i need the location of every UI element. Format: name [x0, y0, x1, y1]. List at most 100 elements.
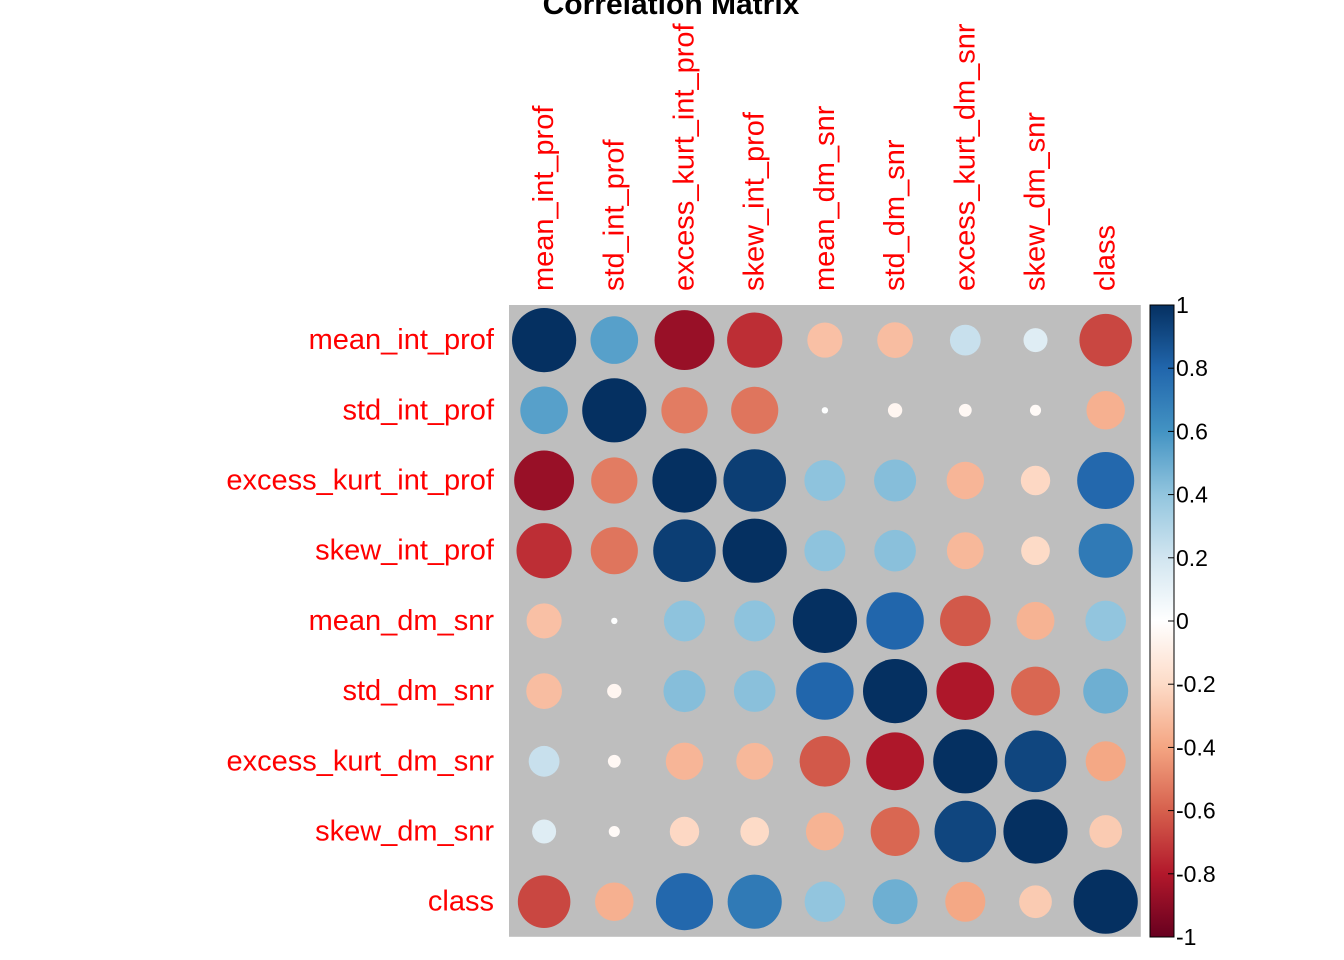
correlation-circles: [511, 308, 1138, 934]
corr-circle-excess_kurt_int_prof-class: [1077, 451, 1135, 510]
column-label: skew_int_prof: [739, 111, 771, 291]
corr-circle-std_dm_snr-excess_kurt_int_prof: [663, 670, 706, 713]
legend-tick-label: 0.6: [1176, 418, 1208, 444]
row-label: std_dm_snr: [342, 675, 494, 707]
column-labels: mean_int_prof std_int_prof excess_kurt_int…: [528, 22, 1122, 291]
row-label: mean_dm_snr: [309, 605, 495, 637]
corr-circle-excess_kurt_dm_snr-skew_dm_snr: [1004, 730, 1067, 793]
column-label: mean_dm_snr: [809, 105, 841, 291]
corr-circle-excess_kurt_int_prof-skew_dm_snr: [1020, 465, 1051, 496]
corr-circle-mean_int_prof-skew_dm_snr: [1023, 328, 1048, 353]
legend-tick-label: -0.2: [1176, 671, 1216, 697]
corr-circle-mean_int_prof-class: [1079, 313, 1132, 367]
corr-circle-std_int_prof-skew_int_prof: [731, 386, 779, 434]
corr-circle-class-std_int_prof: [595, 882, 634, 921]
corr-circle-skew_int_prof-skew_dm_snr: [1021, 536, 1050, 566]
corr-circle-skew_dm_snr-class: [1089, 815, 1123, 848]
corr-circle-excess_kurt_dm_snr-class: [1085, 741, 1126, 782]
corr-circle-mean_int_prof-std_dm_snr: [877, 322, 913, 358]
corr-circle-mean_int_prof-skew_int_prof: [727, 312, 783, 368]
corr-circle-std_int_prof-excess_kurt_dm_snr: [958, 403, 972, 417]
corr-circle-class-skew_dm_snr: [1019, 885, 1052, 919]
corr-circle-excess_kurt_dm_snr-excess_kurt_dm_snr: [933, 729, 998, 794]
corr-circle-excess_kurt_int_prof-excess_kurt_int_prof: [652, 448, 717, 513]
corr-circle-mean_dm_snr-skew_int_prof: [734, 600, 776, 642]
corr-circle-mean_dm_snr-excess_kurt_int_prof: [663, 600, 706, 642]
column-label: excess_kurt_dm_snr: [949, 23, 981, 291]
legend-tick-label: 0.8: [1176, 355, 1208, 381]
row-label: std_int_prof: [342, 394, 494, 426]
row-label: skew_int_prof: [315, 535, 495, 567]
corr-circle-excess_kurt_dm_snr-std_dm_snr: [866, 732, 924, 791]
legend-tick-label: -1: [1176, 924, 1196, 950]
corr-circle-mean_int_prof-std_int_prof: [590, 316, 639, 364]
corr-circle-std_dm_snr-excess_kurt_dm_snr: [936, 662, 995, 720]
corr-circle-class-skew_int_prof: [727, 874, 782, 929]
corr-circle-excess_kurt_int_prof-mean_dm_snr: [804, 459, 846, 502]
corr-circle-mean_int_prof-excess_kurt_dm_snr: [949, 324, 981, 356]
corr-circle-std_dm_snr-std_dm_snr: [863, 659, 928, 724]
color-legend: 1 0.8 0.6 0.4 0.2 0 -0.2 -0.4 -0.6 -0.8 -1: [1149, 292, 1216, 950]
corr-circle-mean_dm_snr-skew_dm_snr: [1016, 601, 1055, 640]
corr-circle-skew_dm_snr-excess_kurt_int_prof: [669, 816, 700, 847]
corr-circle-std_int_prof-excess_kurt_int_prof: [661, 387, 708, 434]
corr-circle-excess_kurt_dm_snr-std_int_prof: [607, 754, 621, 768]
corr-circle-skew_dm_snr-mean_dm_snr: [805, 812, 844, 851]
row-labels: mean_int_prof std_int_prof excess_kurt_int…: [226, 324, 495, 918]
corr-circle-excess_kurt_dm_snr-mean_dm_snr: [799, 736, 851, 787]
corr-circle-mean_int_prof-excess_kurt_int_prof: [654, 310, 715, 371]
corr-circle-skew_dm_snr-mean_int_prof: [532, 819, 557, 844]
row-label: class: [428, 886, 494, 918]
corr-circle-skew_int_prof-class: [1078, 523, 1133, 578]
row-label: skew_dm_snr: [315, 816, 494, 848]
corr-circle-skew_int_prof-std_dm_snr: [874, 529, 916, 572]
corr-circle-std_int_prof-std_dm_snr: [887, 403, 903, 418]
legend-tick-label: 1: [1176, 292, 1189, 318]
corr-circle-class-excess_kurt_int_prof: [655, 873, 714, 931]
corr-circle-skew_dm_snr-excess_kurt_dm_snr: [934, 800, 997, 863]
corr-circle-skew_int_prof-skew_int_prof: [722, 518, 787, 583]
legend-tick-label: -0.8: [1176, 861, 1216, 887]
corr-circle-std_dm_snr-class: [1083, 668, 1129, 714]
corr-circle-std_dm_snr-mean_dm_snr: [796, 662, 854, 720]
column-label: std_dm_snr: [879, 139, 911, 291]
legend-tick-label: 0.2: [1176, 545, 1208, 571]
column-label: excess_kurt_int_prof: [669, 22, 701, 291]
corr-circle-std_dm_snr-skew_dm_snr: [1011, 666, 1060, 716]
legend-ticks: 1 0.8 0.6 0.4 0.2 0 -0.2 -0.4 -0.6 -0.8 -1: [1168, 292, 1216, 950]
row-label: mean_int_prof: [309, 324, 495, 356]
corr-circle-skew_int_prof-excess_kurt_dm_snr: [946, 532, 984, 570]
corr-circle-class-mean_dm_snr: [804, 881, 846, 923]
corr-circle-std_int_prof-mean_dm_snr: [821, 407, 829, 414]
corr-circle-skew_dm_snr-skew_dm_snr: [1003, 799, 1068, 864]
corr-circle-std_dm_snr-std_int_prof: [607, 683, 622, 699]
corr-circle-class-excess_kurt_dm_snr: [945, 881, 986, 922]
row-label: excess_kurt_dm_snr: [226, 745, 494, 777]
corr-circle-excess_kurt_int_prof-excess_kurt_dm_snr: [946, 461, 985, 500]
legend-tick-label: -0.4: [1176, 734, 1216, 760]
chart-title: Correlation Matrix: [543, 0, 800, 21]
corr-circle-std_int_prof-skew_dm_snr: [1029, 404, 1042, 416]
corr-circle-class-std_dm_snr: [872, 879, 918, 925]
corr-circle-std_dm_snr-skew_int_prof: [733, 670, 776, 712]
corr-circle-std_int_prof-mean_int_prof: [520, 386, 568, 435]
corr-circle-skew_dm_snr-skew_int_prof: [740, 817, 770, 846]
column-label: mean_int_prof: [528, 105, 560, 291]
corr-circle-skew_int_prof-std_int_prof: [590, 527, 638, 575]
corr-circle-mean_dm_snr-class: [1085, 600, 1127, 642]
corr-circle-skew_int_prof-mean_dm_snr: [804, 530, 846, 572]
legend-tick-label: 0: [1176, 608, 1189, 634]
corr-circle-class-mean_int_prof: [517, 875, 571, 928]
corr-circle-mean_int_prof-mean_int_prof: [511, 308, 577, 373]
corr-circle-mean_dm_snr-std_dm_snr: [866, 592, 924, 650]
corr-circle-excess_kurt_int_prof-std_int_prof: [591, 457, 638, 504]
row-label: excess_kurt_int_prof: [226, 465, 495, 497]
corr-circle-skew_dm_snr-std_dm_snr: [870, 807, 920, 856]
corr-circle-std_int_prof-class: [1086, 391, 1125, 430]
corr-circle-excess_kurt_int_prof-std_dm_snr: [874, 459, 917, 502]
corr-circle-std_dm_snr-mean_int_prof: [526, 673, 562, 709]
column-label: std_int_prof: [598, 139, 630, 291]
corr-circle-class-class: [1073, 869, 1138, 934]
corr-circle-excess_kurt_dm_snr-excess_kurt_int_prof: [665, 742, 704, 781]
